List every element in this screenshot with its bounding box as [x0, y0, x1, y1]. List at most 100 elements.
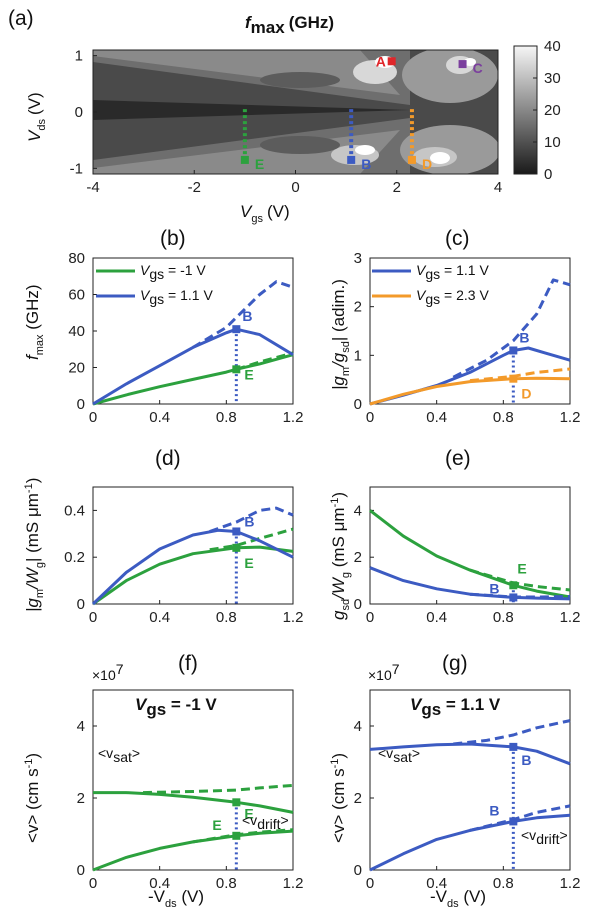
- y-tick-label: 0: [77, 596, 85, 613]
- panel-a-ylabel: Vds(V): [25, 92, 48, 142]
- marker-square: [509, 742, 518, 751]
- y-tick-label: 1: [75, 48, 83, 65]
- panel-d-plot: 0 0.4 0.8 1.2 0 0.2 0.4 B E: [64, 486, 304, 626]
- y-tick-label: 2: [354, 790, 362, 807]
- legend-b-1: Vgs = -1 V: [140, 262, 206, 282]
- x-tick-label: 0.8: [216, 875, 237, 892]
- marker-label-e: E: [255, 156, 264, 172]
- x-tick-label: 0.8: [216, 609, 237, 626]
- panel-c: (c) 0 0.4 0.8 1.2 0 1 2 3 B D Vgs = 1.1 V Vgs = 2…: [329, 227, 580, 426]
- colorbar-tick-label: 10: [544, 134, 561, 151]
- marker-label: B: [521, 752, 531, 768]
- colorbar-tick-label: 20: [544, 102, 561, 119]
- panel-d-label: (d): [155, 447, 181, 470]
- y-tick-label: 0.2: [64, 549, 85, 566]
- marker-square: [232, 527, 241, 536]
- panel-g-label: (g): [442, 652, 468, 675]
- y-tick-label: 0: [77, 862, 85, 879]
- panel-f-title: Vgs = -1 V: [135, 695, 217, 719]
- series-green-dashed: [235, 351, 294, 371]
- y-tick-label: 0: [75, 104, 83, 121]
- marker-label: B: [519, 329, 529, 345]
- x-tick-label: 1.2: [560, 609, 581, 626]
- x-tick-label: 1.2: [283, 609, 304, 626]
- panel-g: (g) ×107 0 0.4 0.8 1.2 0 2 4 B B Vgs = 1.1 V <vs…: [329, 652, 580, 907]
- panel-f-ylabel: <v> (cm s-1): [23, 753, 42, 843]
- panel-g-title: Vgs = 1.1 V: [410, 695, 501, 719]
- series-orange-solid: [369, 376, 571, 406]
- panel-b-label: (b): [160, 227, 186, 250]
- series-blue-dashed: [469, 592, 571, 599]
- panel-b-legend: Vgs = -1 V Vgs = 1.1 V: [96, 262, 213, 307]
- series-blue-solid: [91, 528, 294, 606]
- panel-c-label: (c): [445, 227, 470, 250]
- x-tick-label: 0.8: [216, 409, 237, 426]
- y-tick-label: 2: [77, 790, 85, 807]
- marker-label: E: [517, 560, 526, 576]
- x-tick-label: 2: [393, 179, 401, 196]
- x-tick-label: -4: [86, 179, 99, 196]
- series-green-dashed: [469, 568, 571, 592]
- panel-a-title: fmax (GHz): [245, 13, 334, 37]
- y-tick-label: 2: [354, 299, 362, 316]
- y-tick-label: 4: [77, 718, 85, 735]
- series-green-dashed: [192, 828, 294, 844]
- x-tick-label: 1.2: [283, 409, 304, 426]
- marker-label-b: B: [361, 156, 371, 172]
- panel-a-xlabel: Vgs (V): [240, 202, 290, 225]
- marker-b: [347, 155, 356, 164]
- panel-c-ylabel: |gm/gsd| (adim.): [329, 279, 352, 390]
- x-tick-label: -2: [188, 179, 201, 196]
- y-tick-label: 1: [354, 347, 362, 364]
- x-tick-label: 0: [89, 409, 97, 426]
- marker-label: E: [244, 555, 253, 571]
- marker-square: [232, 365, 241, 374]
- heatmap-field: [93, 50, 498, 174]
- panel-g-vdrift: <vdrift>: [521, 827, 568, 847]
- series-green-dashed: [142, 783, 294, 795]
- marker-label-d: D: [422, 156, 432, 172]
- legend-c-1: Vgs = 1.1 V: [416, 262, 489, 282]
- series-blue-solid: [369, 742, 571, 766]
- marker-e: [240, 155, 249, 164]
- marker-label: E: [244, 805, 253, 821]
- panel-e-plot: 0 0.4 0.8 1.2 0 2 4 E B: [354, 486, 581, 626]
- panel-b-plot: 0 0.4 0.8 1.2 0 20 40 60 80 B E: [68, 250, 303, 426]
- panel-f-vdrift: <vdrift>: [242, 812, 289, 832]
- x-tick-label: 0.4: [149, 875, 170, 892]
- panel-b: (b) 0 0.4 0.8 1.2 0 20 40 60 80 B E Vgs = -1 V Vgs…: [23, 227, 303, 426]
- marker-square: [232, 831, 241, 840]
- panel-c-legend: Vgs = 1.1 V Vgs = 2.3 V: [372, 262, 489, 307]
- colorbar-tick-label: 0: [544, 166, 552, 183]
- marker-square: [509, 593, 518, 602]
- panel-e-label: (e): [445, 447, 471, 470]
- legend-c-2: Vgs = 2.3 V: [416, 287, 489, 307]
- x-tick-label: 0.4: [149, 409, 170, 426]
- colorbar-tick-label: 40: [544, 38, 561, 55]
- x-tick-label: 0: [366, 409, 374, 426]
- marker-label: B: [242, 308, 252, 324]
- x-tick-label: 1.2: [283, 875, 304, 892]
- x-tick-label: 0: [366, 609, 374, 626]
- series-blue-dashed: [453, 719, 571, 746]
- x-tick-label: 0: [366, 875, 374, 892]
- y-tick-label: 0: [354, 596, 362, 613]
- marker-label: D: [521, 386, 531, 402]
- series-blue-dashed: [452, 278, 571, 379]
- marker-label-c: C: [473, 60, 483, 76]
- panel-g-exponent: ×107: [368, 661, 400, 683]
- marker-square: [232, 798, 241, 807]
- y-tick-label: 0: [77, 396, 85, 413]
- marker-square: [232, 325, 241, 334]
- y-tick-label: 40: [68, 323, 85, 340]
- y-tick-label: 2: [354, 549, 362, 566]
- marker-square: [509, 581, 518, 590]
- plot-frame: [92, 689, 294, 871]
- series-orange-dashed: [469, 367, 571, 383]
- x-tick-label: 0.4: [149, 609, 170, 626]
- marker-label: E: [212, 817, 221, 833]
- panel-f: (f) ×107 0 0.4 0.8 1.2 0 2 4 E E Vgs = -1 V <vsa…: [23, 652, 303, 907]
- x-tick-label: 0.4: [426, 609, 447, 626]
- y-tick-label: 80: [68, 250, 85, 267]
